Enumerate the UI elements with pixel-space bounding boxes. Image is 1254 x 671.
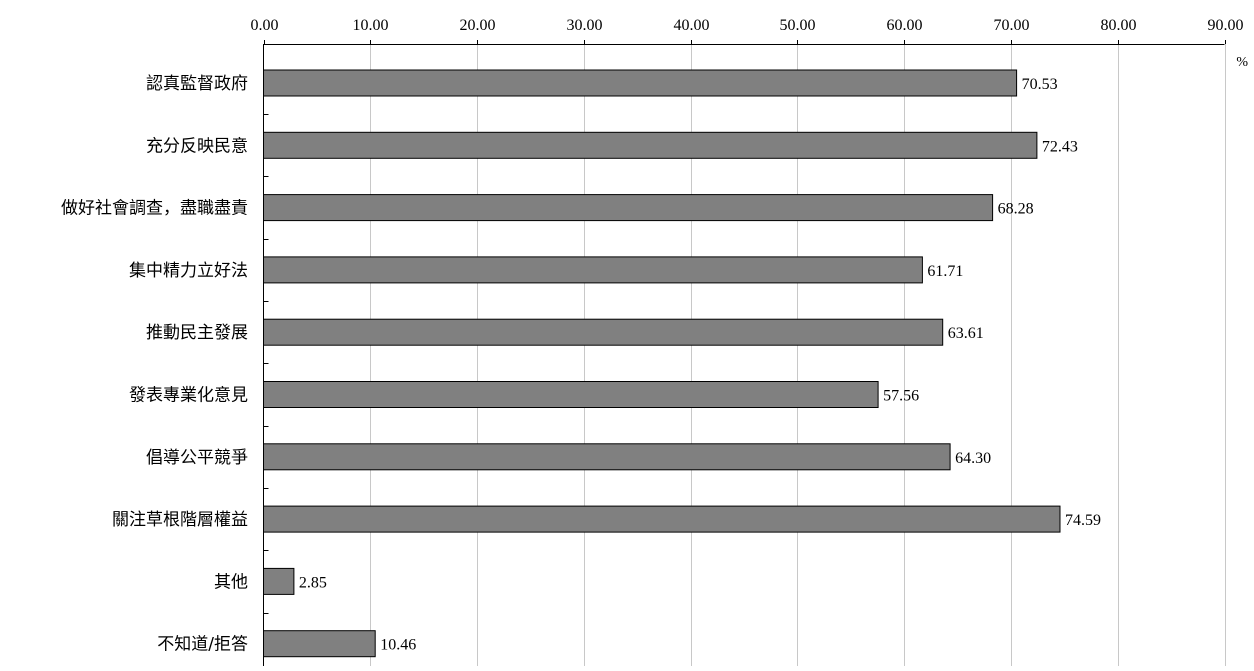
x-tick-label: 50.00 [780, 17, 816, 34]
bar-value-label: 63.61 [948, 325, 984, 342]
x-tick-label: 20.00 [460, 17, 496, 34]
bar-value-label: 68.28 [998, 201, 1034, 218]
x-tick-label: 30.00 [567, 17, 603, 34]
bar [263, 567, 295, 595]
y-tick-label: 倡導公平競爭 [146, 448, 248, 468]
bars [263, 69, 1061, 658]
bar [263, 630, 376, 658]
bar-value-label: 74.59 [1065, 512, 1101, 529]
bar-value-label: 57.56 [883, 388, 919, 405]
axes [263, 40, 1226, 666]
x-tick-label: 10.00 [353, 17, 389, 34]
x-tick-label: 70.00 [994, 17, 1030, 34]
y-tick-label: 不知道/拒答 [157, 635, 248, 655]
bar [263, 318, 944, 346]
x-tick-label: 40.00 [674, 17, 710, 34]
bar [263, 131, 1038, 159]
bar [263, 194, 994, 222]
y-tick-label: 發表專業化意見 [129, 386, 248, 406]
y-tick-label: 充分反映民意 [146, 136, 248, 156]
y-tick-label: 認真監督政府 [146, 74, 248, 94]
bar-value-label: 72.43 [1042, 138, 1078, 155]
bar-value-label: 2.85 [299, 574, 327, 591]
bar-value-label: 64.30 [955, 450, 991, 467]
labels: 0.00 10.00 20.00 30.00 40.00 50.00 60.00 70.00 8… [61, 17, 1244, 655]
bar [263, 256, 923, 284]
bar-value-label: 10.46 [380, 637, 416, 654]
unit-label: % [1236, 55, 1248, 70]
x-tick-label: 0.00 [251, 17, 279, 34]
x-tick-label: 80.00 [1101, 17, 1137, 34]
y-tick-label: 做好社會調查，盡職盡責 [61, 199, 248, 219]
bar [263, 381, 879, 408]
bar-value-label: 61.71 [927, 263, 963, 280]
bar [263, 69, 1018, 97]
x-tick-label: 90.00 [1208, 17, 1244, 34]
y-tick-label: 集中精力立好法 [129, 261, 248, 281]
bar [263, 505, 1061, 533]
bar-value-label: 70.53 [1022, 76, 1058, 93]
y-tick-label: 推動民主發展 [146, 323, 248, 343]
x-tick-label: 60.00 [887, 17, 923, 34]
bar [263, 443, 951, 471]
y-tick-label: 其他 [214, 572, 248, 592]
y-tick-label: 關注草根階層權益 [112, 510, 248, 530]
